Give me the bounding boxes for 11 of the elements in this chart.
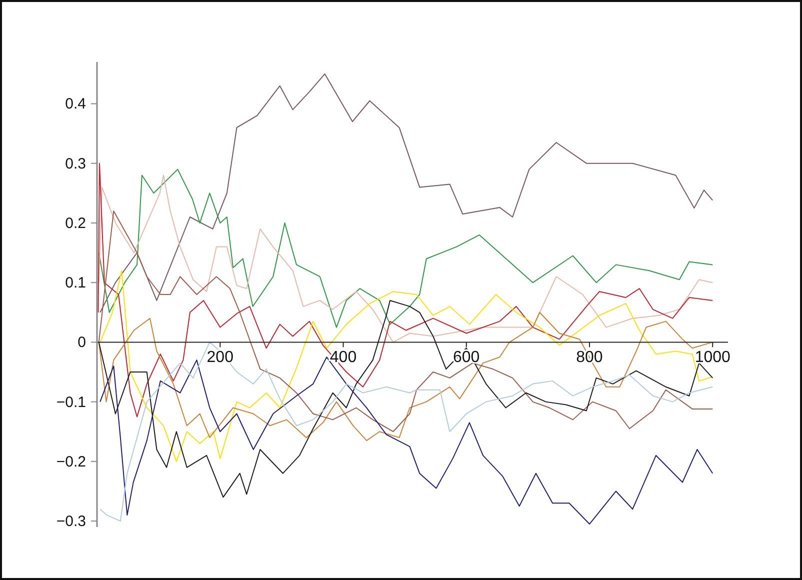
x-tick-label: 1000	[694, 349, 731, 366]
y-tick-label: 0.1	[65, 274, 86, 292]
y-tick-label: 0.4	[65, 96, 86, 113]
line-series	[100, 73, 714, 313]
y-tick-label: −0.3	[56, 513, 86, 530]
y-tick-label: 0.2	[65, 214, 86, 232]
y-tick-label: 0	[78, 334, 86, 352]
y-tick-label: −0.2	[56, 453, 86, 470]
y-tick-label: 0.3	[65, 155, 86, 172]
x-tick-label: 200	[206, 349, 234, 366]
y-tick-label: −0.1	[56, 394, 86, 411]
